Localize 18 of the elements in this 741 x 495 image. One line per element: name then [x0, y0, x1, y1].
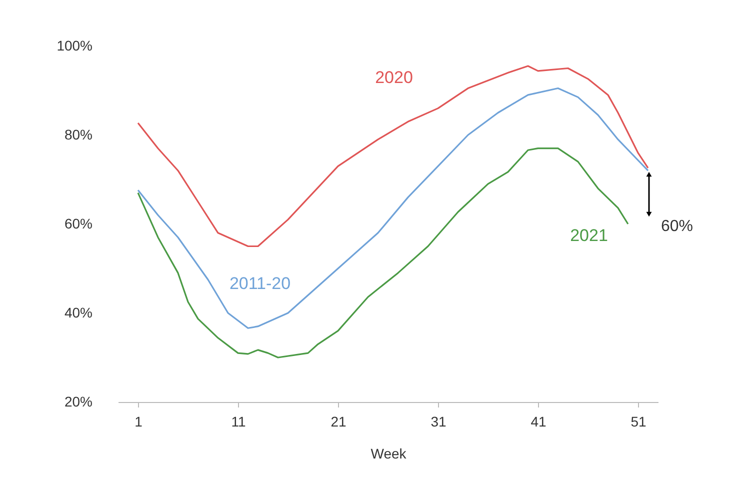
y-tick-label: 80%	[64, 126, 92, 142]
x-tick-label: 31	[430, 414, 446, 430]
text: 60%	[661, 218, 694, 236]
series-label: 2011-20	[229, 274, 291, 294]
y-tick-label: 100%	[56, 38, 92, 54]
y-tick-label: 20%	[64, 394, 92, 410]
x-tick-label: 41	[530, 414, 546, 430]
series-label: 2020	[375, 68, 413, 88]
y-tick-label: 40%	[64, 304, 92, 320]
line-series	[137, 148, 629, 358]
x-tick-label: 11	[231, 414, 246, 430]
x-tick-label: 1	[134, 414, 143, 430]
x-axis-title: Week	[370, 446, 408, 462]
x-tick-label: 21	[330, 414, 346, 430]
line-series	[137, 65, 649, 248]
series-label: 2021	[570, 226, 608, 246]
x-tick-label: 51	[630, 414, 646, 430]
y-tick-label: 60%	[64, 216, 92, 232]
